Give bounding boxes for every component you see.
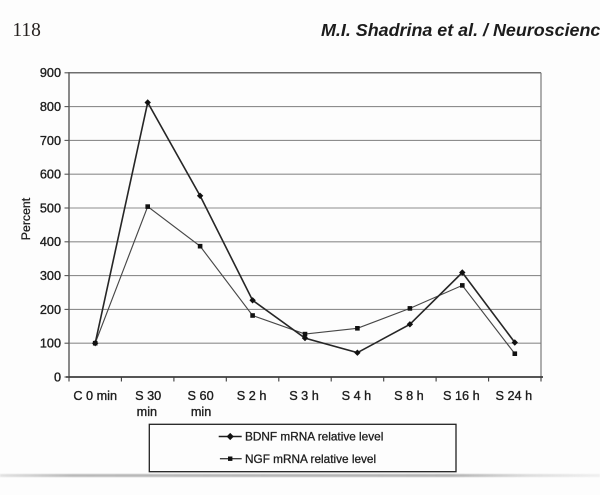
svg-text:S 4 h: S 4 h [342, 389, 372, 403]
svg-text:BDNF mRNA relative level: BDNF mRNA relative level [245, 430, 383, 444]
svg-text:700: 700 [40, 134, 61, 148]
svg-text:S 30: S 30 [135, 389, 161, 403]
svg-text:min: min [191, 405, 211, 419]
svg-text:S 16 h: S 16 h [443, 389, 480, 403]
svg-text:NGF mRNA relative level: NGF mRNA relative level [245, 452, 376, 466]
svg-text:500: 500 [40, 201, 61, 215]
svg-text:min: min [137, 405, 157, 419]
svg-text:200: 200 [40, 303, 61, 317]
svg-text:900: 900 [40, 66, 61, 80]
svg-text:S 60: S 60 [188, 389, 214, 403]
svg-text:400: 400 [40, 235, 61, 249]
svg-text:600: 600 [40, 168, 61, 182]
svg-text:C 0 min: C 0 min [73, 389, 117, 403]
svg-text:S 24 h: S 24 h [495, 389, 532, 403]
svg-text:800: 800 [40, 100, 61, 114]
svg-text:Percent: Percent [19, 197, 33, 240]
svg-text:S 2 h: S 2 h [237, 389, 267, 403]
svg-text:S 8 h: S 8 h [394, 389, 424, 403]
svg-text:100: 100 [40, 337, 61, 351]
svg-text:300: 300 [40, 269, 61, 283]
svg-text:S 3 h: S 3 h [289, 389, 319, 403]
svg-text:0: 0 [54, 370, 61, 384]
